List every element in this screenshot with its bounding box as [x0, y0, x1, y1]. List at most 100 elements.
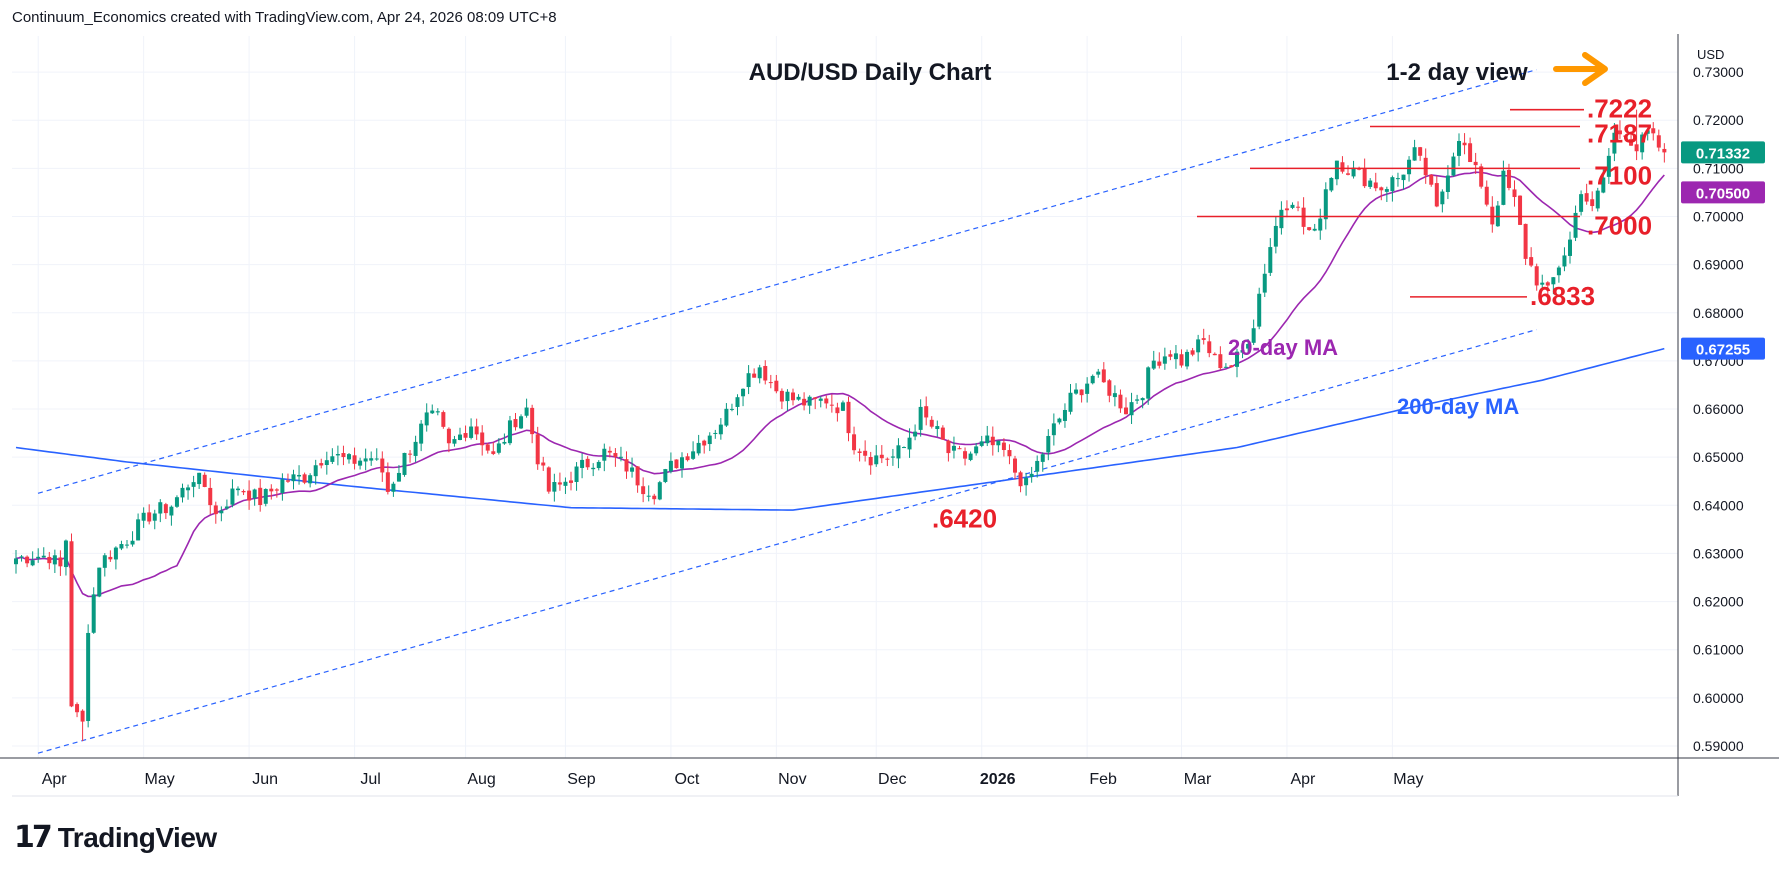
candle: [1001, 438, 1006, 457]
candlestick-series: [14, 109, 1667, 742]
candle: [63, 539, 68, 576]
ma20-path: [15, 171, 1665, 598]
candle-body: [1212, 353, 1217, 356]
candle: [935, 420, 940, 437]
candle: [863, 440, 868, 462]
candle: [724, 403, 729, 427]
candle: [247, 480, 252, 510]
candle-body: [674, 459, 679, 469]
candle: [1501, 160, 1506, 206]
candle-body: [230, 488, 235, 505]
candle: [596, 460, 601, 471]
candle: [1434, 175, 1439, 208]
price-badge: 0.71332: [1681, 141, 1765, 164]
candle: [1479, 163, 1484, 189]
candle: [341, 445, 346, 466]
candle: [607, 446, 612, 458]
candle-body: [1595, 190, 1600, 209]
price-badge-label: 0.70500: [1696, 185, 1750, 202]
candle: [946, 439, 951, 462]
candle: [1601, 168, 1606, 194]
candle-body: [913, 431, 918, 437]
candle: [369, 451, 374, 466]
candle: [924, 396, 929, 426]
candle: [174, 495, 179, 508]
candle: [69, 533, 74, 708]
candle-body: [1640, 134, 1645, 153]
candle-body: [729, 408, 734, 410]
candle: [779, 388, 784, 410]
candle-body: [258, 487, 263, 506]
candle: [125, 540, 129, 549]
x-tick-label: Apr: [1290, 771, 1316, 788]
candle-body: [1035, 460, 1040, 472]
candle-body: [319, 463, 324, 466]
candle-body: [1312, 228, 1317, 231]
candle: [652, 493, 657, 505]
candle-body: [1323, 189, 1328, 220]
candle: [546, 466, 551, 494]
y-tick-label: 0.72000: [1693, 112, 1744, 128]
candle-body: [1207, 341, 1212, 354]
candle: [1540, 274, 1545, 288]
candle: [147, 504, 152, 525]
candle-body: [302, 474, 307, 483]
candle-body: [458, 434, 462, 440]
candle-body: [1190, 350, 1195, 355]
candle-body: [746, 373, 751, 388]
y-tick-label: 0.69000: [1693, 257, 1744, 273]
candle: [1551, 277, 1556, 295]
candle: [729, 403, 734, 412]
candle: [1229, 365, 1234, 368]
candle: [1146, 366, 1151, 405]
candle-body: [918, 406, 923, 430]
candle-body: [1296, 206, 1301, 208]
candle: [646, 485, 651, 502]
candle-body: [1329, 177, 1334, 191]
candle-body: [541, 462, 546, 466]
candle-body: [1351, 167, 1356, 177]
candle-body: [58, 557, 63, 567]
candle: [419, 420, 424, 452]
candle: [1162, 347, 1167, 370]
candle: [1196, 334, 1201, 362]
candle: [1529, 247, 1534, 268]
candle-body: [1284, 208, 1289, 211]
candle: [563, 477, 568, 494]
candle: [1401, 174, 1406, 190]
ma20-label: 20-day MA: [1228, 335, 1338, 360]
candle-body: [291, 474, 296, 482]
chart-title: AUD/USD Daily Chart: [749, 59, 992, 86]
candle-body: [990, 436, 995, 446]
candle-body: [624, 459, 629, 472]
candle: [1617, 120, 1622, 139]
candle: [1307, 227, 1312, 231]
candle-body: [280, 479, 285, 493]
chart-subtitle: 1-2 day view: [1386, 59, 1528, 86]
candle: [1662, 143, 1667, 163]
candle: [30, 551, 35, 567]
candle-body: [485, 444, 490, 451]
candle-body: [30, 560, 35, 566]
candle-body: [591, 467, 596, 470]
candle: [940, 425, 945, 440]
candle-body: [52, 555, 57, 565]
candle: [152, 509, 157, 530]
candle: [1173, 345, 1178, 369]
candle: [297, 465, 302, 485]
candle-body: [1518, 195, 1523, 225]
price-badge-bg: [1681, 337, 1765, 360]
candle-body: [1468, 143, 1473, 163]
y-tick-label: 0.68000: [1693, 305, 1744, 321]
candle-body: [1373, 182, 1378, 189]
candle: [663, 468, 668, 484]
candle: [824, 395, 829, 409]
candle-body: [1379, 187, 1384, 191]
y-tick-label: 0.60000: [1693, 690, 1744, 706]
candle-body: [1135, 399, 1140, 401]
candle-body: [552, 482, 557, 492]
candle-body: [341, 453, 346, 458]
candle: [1534, 263, 1539, 291]
candle-body: [1107, 380, 1112, 396]
